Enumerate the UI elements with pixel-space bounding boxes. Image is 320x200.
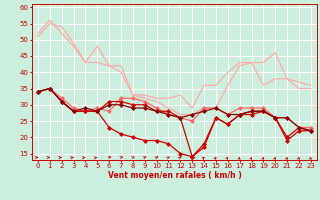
X-axis label: Vent moyen/en rafales ( km/h ): Vent moyen/en rafales ( km/h ): [108, 171, 241, 180]
